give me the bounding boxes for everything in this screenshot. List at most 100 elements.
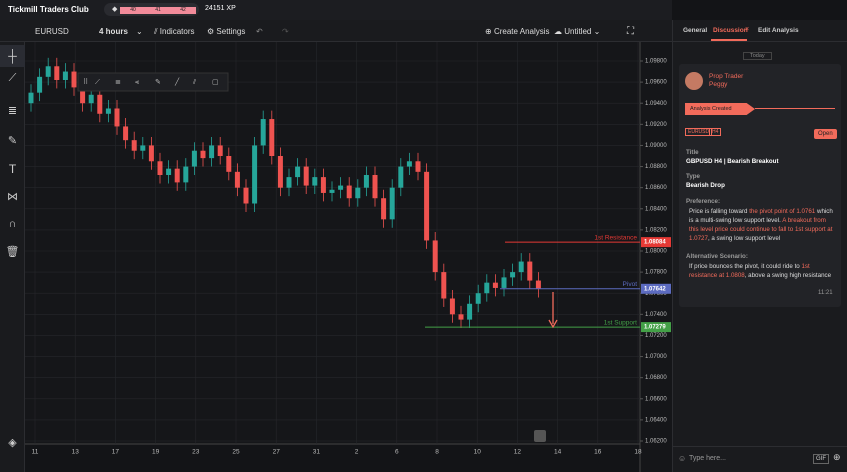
create-analysis[interactable]: ⊕ Create Analysis [485, 27, 550, 36]
indicators-button[interactable]: ⫽ Indicators [154, 27, 195, 36]
candle-body [295, 166, 301, 178]
fullscreen[interactable]: ⛶ [627, 26, 634, 37]
redo[interactable]: ↷ [282, 27, 289, 36]
candle-body [286, 177, 292, 188]
tag: H4 [709, 128, 722, 136]
text-segment: which is a multi-swing low support level… [689, 208, 833, 224]
divider [673, 446, 847, 447]
candle-body [518, 261, 524, 273]
y-tick-label: 1.08600 [645, 185, 667, 191]
tool-icon[interactable]: ≣ [115, 77, 121, 86]
avatar [685, 72, 703, 90]
fib-tool[interactable]: ≣ [7, 105, 18, 117]
candle-body [183, 166, 189, 183]
undo[interactable]: ↶ [256, 27, 263, 36]
level-name: Pivot [623, 281, 638, 288]
message-input[interactable]: Type here... [689, 455, 726, 462]
arrow-head [548, 319, 558, 329]
open-button[interactable]: Open [814, 129, 837, 139]
text-segment: the pivot point of 1.0761 [749, 208, 816, 215]
candle-body [527, 261, 533, 281]
y-tick-label: 1.08400 [645, 206, 667, 212]
tab-active[interactable]: Discussion [713, 27, 748, 34]
candle-body [148, 145, 154, 162]
candle-body [80, 87, 86, 104]
tool-icon[interactable]: ▢ [212, 79, 219, 86]
crosshair-tool[interactable]: ┼ [0, 45, 25, 67]
tab-underline [711, 39, 747, 41]
text-segment: 1st resistance at 1.0808 [689, 263, 810, 279]
y-tick-label: 1.09000 [645, 143, 667, 149]
x-tick-label: 19 [152, 449, 160, 456]
candle-body [105, 108, 111, 114]
symbol[interactable]: EURUSD [35, 27, 69, 36]
candle-body [510, 272, 516, 278]
pattern-tool[interactable]: ⋈ [7, 191, 18, 203]
x-tick-label: 13 [72, 449, 80, 456]
candle-body [398, 166, 404, 188]
y-tick-label: 1.07600 [645, 291, 667, 297]
text-tool[interactable]: T [8, 162, 17, 176]
y-tick-label: 1.09400 [645, 101, 667, 107]
text-segment: , a swing low support level [707, 235, 781, 242]
y-tick-label: 1.06400 [645, 417, 667, 423]
level-chip: 41 [146, 7, 170, 14]
toolbar [0, 20, 672, 42]
attach-button[interactable]: ⊕ [833, 452, 841, 462]
candle-body [432, 240, 438, 273]
label: Create Analysis [493, 27, 550, 36]
candle-body [303, 166, 309, 186]
gem-icon: ◆ [112, 6, 118, 13]
field-label: Preference: [686, 198, 721, 205]
plot-area [25, 42, 640, 444]
tool-icon[interactable]: ⫽ [192, 78, 197, 86]
candle-body [424, 171, 430, 241]
chart: 1.09800 1.09600 1.09400 1.09200 1.09000 1.088… [25, 42, 672, 472]
watermark-icon [534, 430, 546, 442]
text-segment: , above a swing high resistance [744, 272, 832, 279]
candle-body [484, 282, 490, 294]
tool-icon[interactable]: ⟋ [95, 78, 100, 86]
candle-body [140, 145, 146, 151]
tool-icon[interactable]: ⠿ [83, 78, 88, 86]
magnet-tool[interactable]: ∩ [8, 218, 17, 230]
emoji-button[interactable]: ☺ [678, 454, 687, 463]
tab[interactable]: Edit Analysis [758, 27, 799, 34]
x-tick-label: 6 [395, 449, 399, 456]
gif-button[interactable]: GIF [813, 454, 829, 464]
x-tick-label: 12 [514, 449, 522, 456]
chevron[interactable]: ⌄ [136, 27, 143, 36]
candle-body [389, 187, 395, 220]
x-tick-label: 23 [192, 449, 200, 456]
y-tick-label: 1.08800 [645, 164, 667, 170]
tool-icon[interactable]: ╱ [174, 77, 180, 86]
candle-body [535, 280, 541, 289]
layers-tool[interactable]: ◈ [8, 437, 17, 449]
text-segment: 1st support at 1.0727 [689, 226, 833, 242]
y-tick-label: 1.06200 [645, 439, 667, 445]
price-axis [640, 42, 672, 472]
interval[interactable]: 4 hours [99, 27, 128, 36]
x-tick-label: 10 [474, 449, 482, 456]
level-name: 1st Support [604, 319, 637, 326]
candle-body [200, 150, 206, 159]
field-label: Type [686, 173, 700, 180]
tab[interactable]: General [683, 27, 708, 34]
level-chip: 42 [170, 7, 196, 14]
brush-tool[interactable]: ✎ [7, 135, 18, 147]
level-price-label: 1.07642 [644, 286, 666, 292]
event-banner [685, 103, 755, 115]
delete-tool[interactable]: 🗑 [5, 246, 20, 258]
line-tool[interactable]: ⟋ [8, 72, 17, 84]
candle-body [71, 71, 77, 88]
candle-body [475, 293, 481, 304]
settings-button[interactable]: ⚙ Settings [207, 27, 246, 36]
candle-body [123, 126, 129, 141]
layout-button[interactable]: ☁ Untitled ⌄ [554, 27, 601, 36]
x-tick-label: 18 [634, 449, 642, 456]
tool-icon[interactable]: ⫷ [135, 79, 139, 86]
tool-icon[interactable]: ✎ [155, 79, 161, 86]
tab-close[interactable]: × [745, 26, 750, 33]
x-tick-label: 2 [355, 449, 359, 456]
app-title: Tickmill Traders Club [8, 5, 89, 14]
